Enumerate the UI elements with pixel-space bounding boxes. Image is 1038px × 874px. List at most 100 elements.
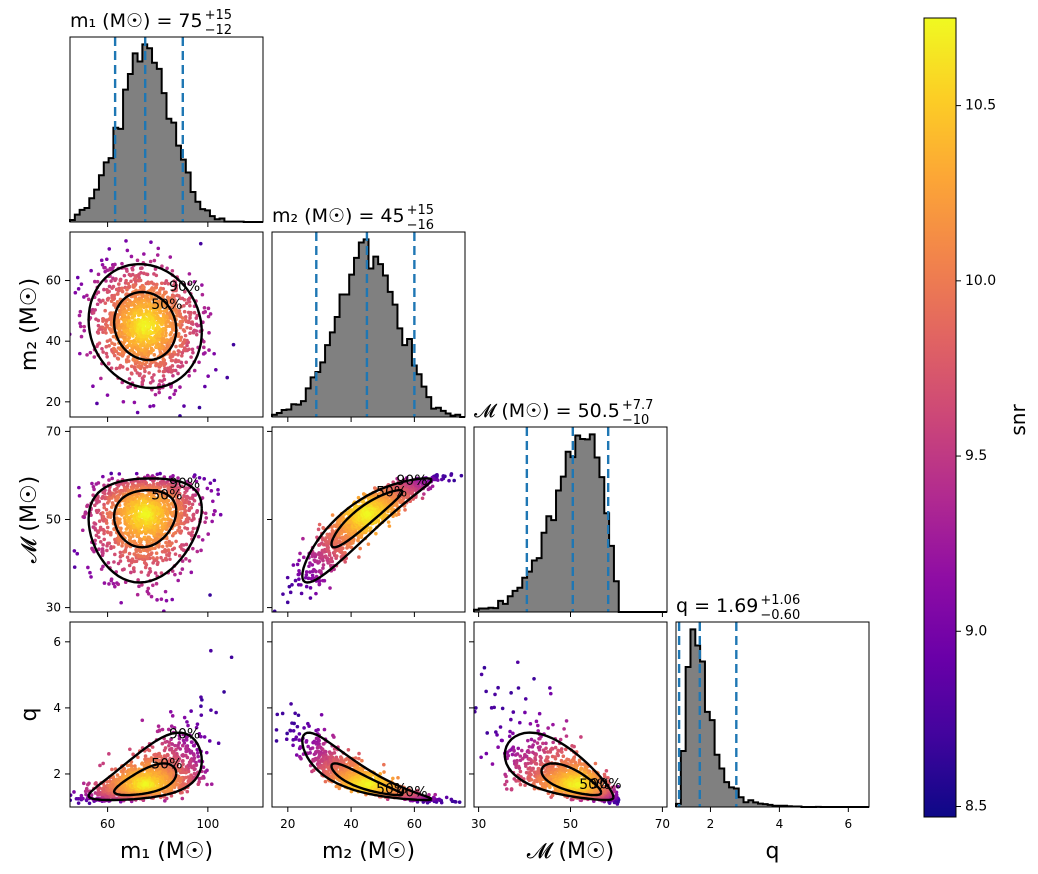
contour-50% [112,290,178,362]
scatter-point [207,739,212,743]
scatter-point [116,484,121,488]
histogram-q-fill [676,629,869,807]
scatter-point [170,352,174,357]
scatter-point [134,471,139,476]
scatter-point [89,513,93,518]
scatter-point [87,781,91,786]
scatter-point [142,298,147,303]
scatter-point [180,743,185,748]
scatter-point [196,534,201,539]
scatter-point [164,323,168,327]
scatter-point [358,546,362,551]
scatter-point [334,554,339,558]
scatter-point [139,554,143,558]
scatter-point [120,544,124,548]
scatter-point [178,344,182,348]
scatter-point [178,779,182,784]
scatter-point [183,490,187,495]
scatter-point [329,563,333,568]
scatter-point [202,345,206,350]
scatter-point [163,366,167,371]
scatter-point [166,753,170,758]
scatter-point [121,399,126,404]
scatter-point [154,273,159,278]
scatter-point [101,350,105,354]
scatter-point [308,596,313,600]
contour-label: 50% [151,297,182,313]
scatter-point [116,357,121,361]
scatter-point [154,551,159,556]
title-minus: −0.60 [760,608,800,623]
y-tick-label: 50 [46,513,61,527]
scatter-point [178,338,183,342]
scatter-point [82,328,87,333]
scatter-point [197,776,202,781]
scatter-point [306,576,311,581]
scatter-point [190,502,195,507]
scatter-point [127,319,132,323]
scatter-point [79,334,84,339]
scatter-point [207,348,211,352]
scatter-point [301,536,305,541]
scatter-point [299,583,303,587]
scatter-point [137,529,142,533]
scatter-point [187,508,192,513]
scatter-point [164,511,168,515]
scatter-point [164,331,168,335]
scatter-point [304,570,309,574]
scatter-point [156,560,160,565]
histogram-m1-fill [70,44,263,223]
scatter-point [150,745,155,749]
scatter-point [156,246,161,251]
scatter-point [129,279,133,284]
scatter-point [186,310,191,315]
scatter-point [172,725,177,730]
scatter-point [170,597,175,602]
scatter-point [89,575,93,579]
scatter-point [184,542,189,547]
scatter-point [91,310,96,315]
scatter-point [104,279,108,283]
scatter-point [142,305,146,310]
scatter-point [343,551,347,555]
scatter-point [146,586,151,591]
scatter-point [323,554,328,559]
scatter-point [96,323,101,328]
scatter-point [218,512,223,517]
scatter-point [115,581,119,585]
scatter-point [200,698,204,702]
scatter-point [173,743,177,748]
scatter-point [176,578,180,583]
scatter-point [132,552,137,556]
scatter-point [172,305,177,310]
title-minus: −10 [622,413,649,428]
scatter-point [109,279,113,283]
scatter-point [185,755,190,760]
scatter-point [187,272,192,276]
scatter-point [182,346,187,350]
scatter-point [158,288,162,293]
scatter-point [132,539,137,544]
scatter-point [188,303,192,308]
scatter-point [110,267,114,271]
scatter-point [173,572,177,577]
scatter-point [172,531,176,536]
scatter-point [431,477,436,482]
scatter-point [212,478,217,483]
scatter-point [133,421,137,425]
scatter-point [170,569,175,573]
scatter-point [144,227,148,231]
scatter-point [132,400,137,405]
scatter-point [144,360,149,365]
scatter-point [97,519,102,523]
scatter-point [310,563,315,567]
scatter-point [466,473,470,477]
scatter-point [165,553,169,557]
scatter-point [180,567,185,571]
scatter-point [440,477,444,482]
scatter-point [191,513,195,518]
scatter-point [79,793,84,798]
scatter-point [145,589,150,594]
scatter-point [96,331,101,335]
scatter-point [360,500,365,504]
